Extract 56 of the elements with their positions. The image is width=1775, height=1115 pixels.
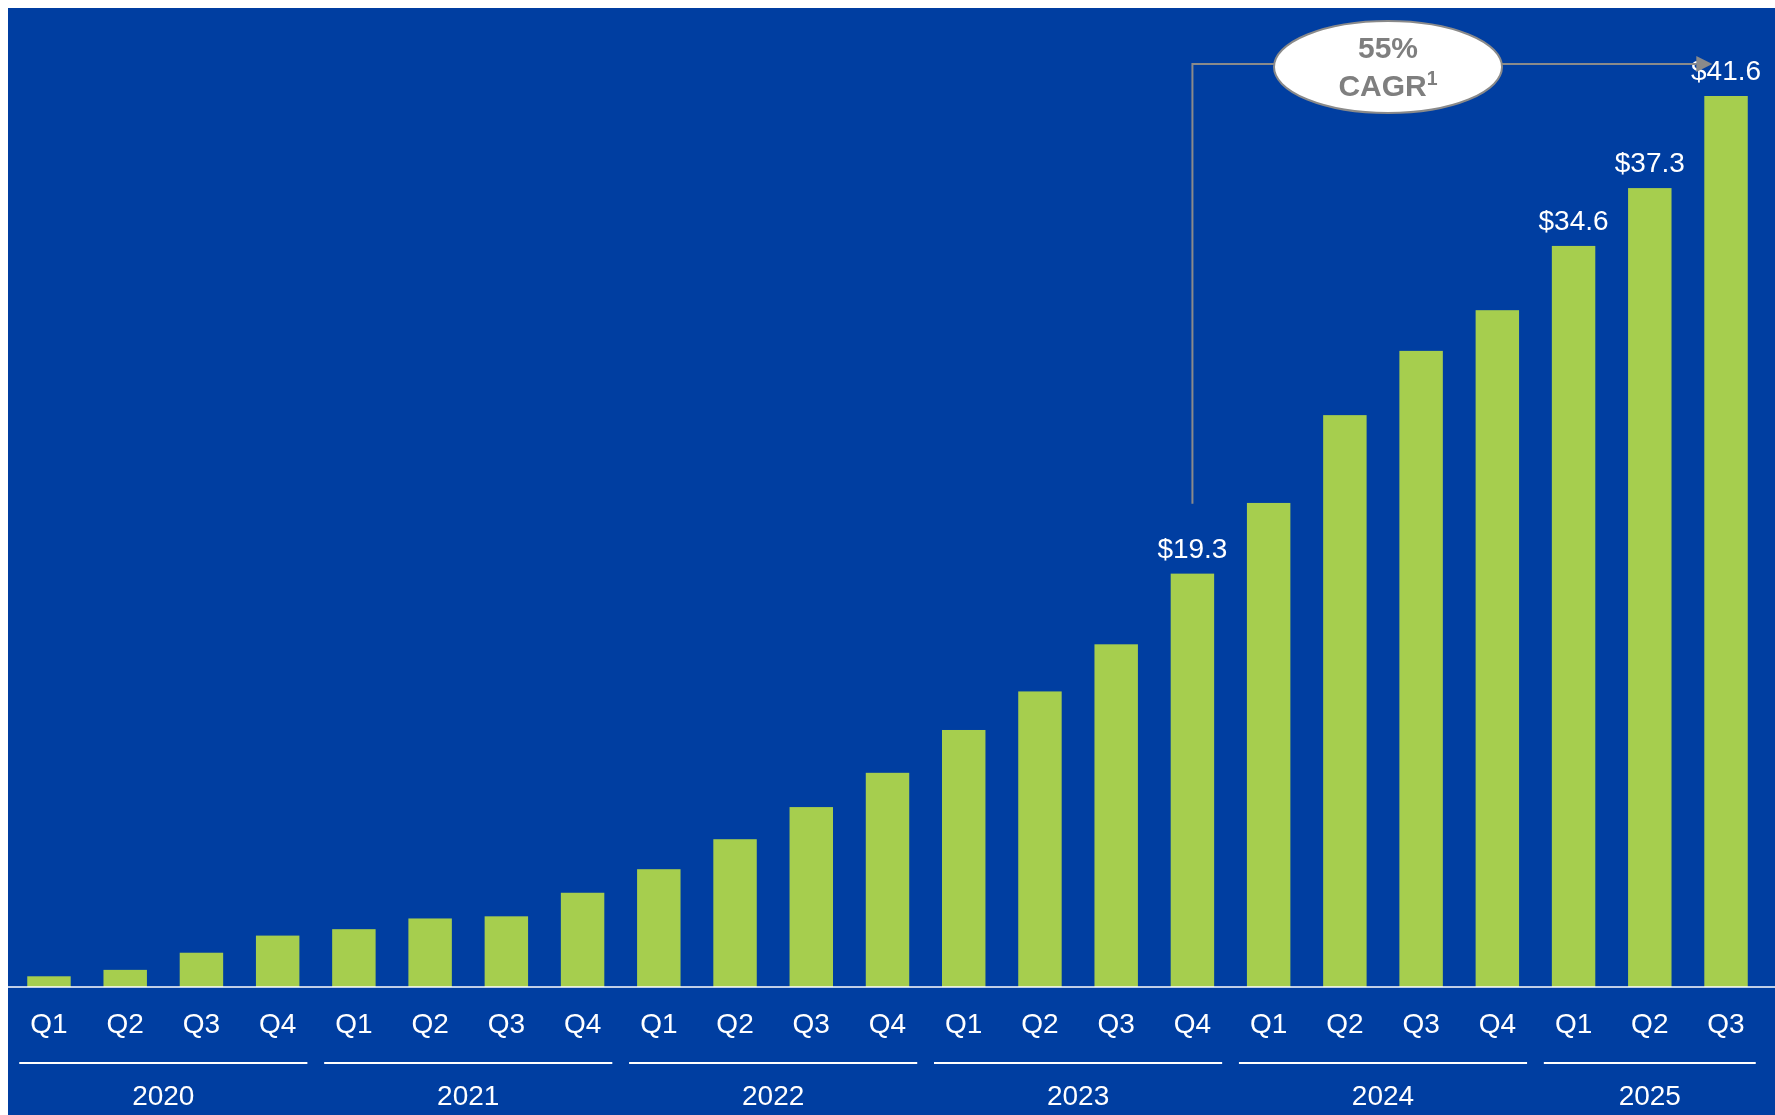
bar xyxy=(1475,310,1520,987)
x-tick-label: Q2 xyxy=(716,1008,754,1039)
text: 2020 xyxy=(132,1080,195,1111)
text: 2023 xyxy=(1046,1080,1110,1111)
bar xyxy=(255,935,300,987)
x-tick-label: Q1 xyxy=(1554,1008,1593,1039)
x-tick-label: Q2 xyxy=(1326,1008,1364,1039)
x-tick-label: Q4 xyxy=(1478,1008,1517,1039)
bar xyxy=(1018,691,1062,987)
x-tick-label: Q3 xyxy=(1707,1008,1745,1039)
bar xyxy=(27,976,71,987)
x-tick-label: Q3 xyxy=(1402,1008,1440,1039)
annotation: 55% CAGR$^{1}$ xyxy=(1338,31,1438,102)
x-tick-label: Q1 xyxy=(945,1008,983,1039)
bar xyxy=(179,952,224,987)
x-tick-label: Q1 xyxy=(335,1008,373,1039)
bar xyxy=(637,869,681,987)
data-label: $34.6 xyxy=(1538,204,1609,236)
x-tick-label: Q1 xyxy=(1249,1008,1288,1039)
bar xyxy=(1323,415,1367,987)
x-tick-label: Q3 xyxy=(182,1008,221,1039)
bar xyxy=(789,807,833,987)
bar xyxy=(1399,350,1443,987)
x-tick-label: Q3 xyxy=(792,1008,830,1039)
bar xyxy=(1094,644,1138,987)
bar xyxy=(865,772,910,987)
x-tick-label: Q1 xyxy=(30,1008,68,1039)
bar xyxy=(713,839,757,987)
x-tick-label: Q2 xyxy=(1021,1008,1059,1039)
text: 2025 xyxy=(1618,1080,1681,1111)
bar xyxy=(560,892,605,987)
bar xyxy=(1704,96,1748,987)
x-tick-label: Q2 xyxy=(411,1008,449,1039)
text: 2021 xyxy=(437,1080,500,1111)
x-tick-label: Q4 xyxy=(1173,1008,1212,1039)
bar xyxy=(408,918,452,987)
text: 2022 xyxy=(742,1080,805,1111)
bar xyxy=(1551,245,1596,987)
x-tick-label: Q1 xyxy=(640,1008,678,1039)
bar xyxy=(332,929,376,987)
x-tick-label: Q3 xyxy=(1097,1008,1135,1039)
bar xyxy=(1628,188,1672,987)
data-label: $37.3 xyxy=(1614,147,1685,179)
x-tick-label: Q2 xyxy=(1631,1008,1669,1039)
bar xyxy=(1246,502,1291,987)
bar xyxy=(942,729,986,987)
x-tick-label: Q4 xyxy=(258,1008,297,1039)
data-label: $19.3 xyxy=(1157,532,1228,564)
x-tick-label: Q3 xyxy=(487,1008,526,1039)
bar xyxy=(484,916,529,987)
x-tick-label: Q4 xyxy=(563,1008,602,1039)
x-tick-label: Q4 xyxy=(868,1008,907,1039)
x-tick-label: Q2 xyxy=(106,1008,144,1039)
bar xyxy=(1170,573,1215,987)
bar xyxy=(103,969,147,987)
text: 2024 xyxy=(1351,1080,1415,1111)
